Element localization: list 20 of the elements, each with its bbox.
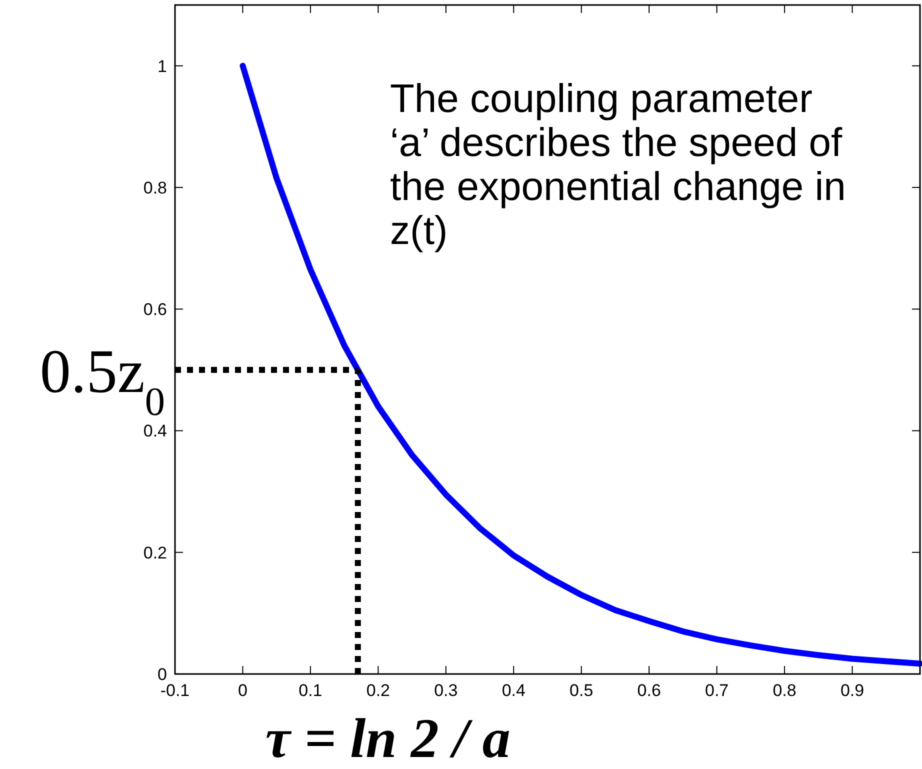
x-tick-label: 0.9 bbox=[840, 681, 864, 700]
x-tick-label: 0.3 bbox=[434, 681, 458, 700]
x-tick-label: 0.8 bbox=[772, 681, 796, 700]
x-tick-label: 0 bbox=[238, 681, 248, 700]
x-tick-label: 0.7 bbox=[705, 681, 729, 700]
x-tick-label: 0.4 bbox=[502, 681, 526, 700]
ref-line-label: 0.5z$_{0}$ bbox=[40, 338, 165, 424]
x-tick-label: 0.5 bbox=[570, 681, 594, 700]
y-tick-label: 0.2 bbox=[143, 543, 167, 562]
y-tick-label: 0.8 bbox=[143, 178, 167, 198]
x-tick-label: 0.6 bbox=[637, 681, 661, 700]
y-tick-label: 0.6 bbox=[143, 300, 167, 320]
x-tick-label: 0.1 bbox=[298, 681, 322, 700]
x-tick-label: -0.1 bbox=[160, 681, 190, 700]
ref-line-label: τ = ln 2 / a bbox=[265, 708, 510, 769]
x-tick-label: 0.2 bbox=[366, 681, 390, 700]
y-tick-label: 1 bbox=[158, 56, 167, 76]
y-tick-label: 0.4 bbox=[143, 422, 167, 441]
annotation: The coupling parameter ‘a’ describes the speed of the exponential change in z(t) bbox=[390, 77, 846, 253]
y-tick-label: 0 bbox=[158, 665, 167, 684]
